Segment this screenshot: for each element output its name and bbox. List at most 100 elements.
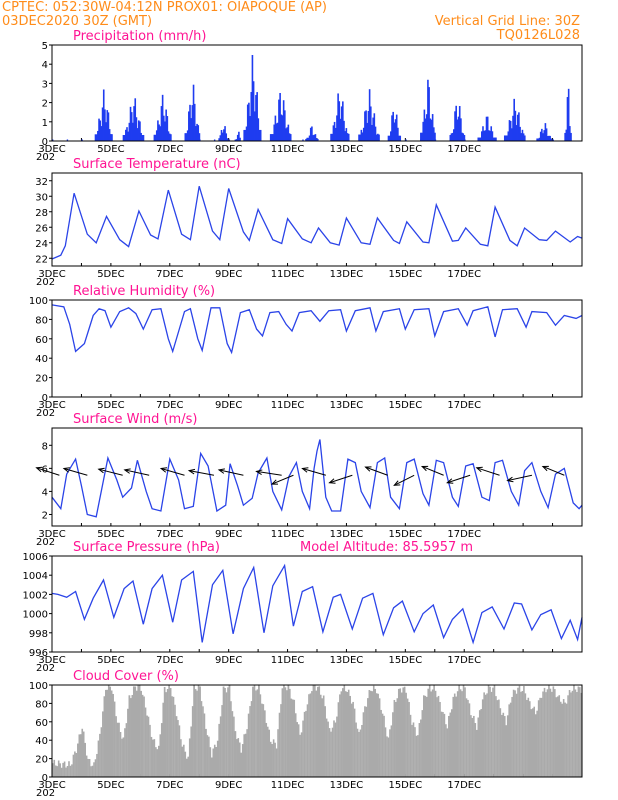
panel-title: Precipitation (mm/h) [73,29,206,44]
precip-bar [538,137,541,141]
precip-bar [111,134,113,141]
cloud-cover-bar [512,689,515,777]
cloud-cover-bar [177,720,179,777]
precip-bar [245,126,248,141]
x-tick-label: 5DEC [97,655,124,666]
x-tick-label: 13DEC [330,655,364,666]
precip-bar [184,139,186,141]
precip-bar [523,135,526,141]
x-year-cut-label: 202 [36,788,55,799]
x-tick-label: 7DEC [156,655,183,666]
cloud-cover-bar [418,723,421,777]
cloud-cover-bar [240,752,243,777]
cloud-cover-bar [324,706,326,777]
precip-bar [218,138,220,141]
precip-bar [308,135,311,141]
cloud-cover-bar [135,690,138,777]
x-tick-label: 15DEC [388,400,422,411]
precip-bar [346,133,349,141]
panel-title: Surface Pressure (hPa) [73,540,220,555]
panel-4 [35,427,583,527]
y-tick-label: 8 [42,441,48,452]
cloud-cover-bar [452,696,455,777]
x-tick-label: 15DEC [388,144,422,155]
cloud-cover-bar [420,719,422,777]
precip-bar [236,134,239,141]
wind-arrow [256,470,282,476]
x-tick-label: 5DEC [97,529,124,540]
precip-bar [375,134,378,141]
cloud-cover-bar [486,693,488,777]
precip-bar [331,133,334,141]
x-year-cut-label: 202 [36,152,55,163]
precip-bar [519,126,521,141]
precip-bar [514,110,517,141]
x-tick-label: 13DEC [330,269,364,280]
cloud-cover-bar [499,708,502,777]
cloud-cover-bar [440,711,443,777]
precip-bar [331,139,334,141]
cloud-cover-bar [59,763,61,777]
y-tick-label: 4 [42,487,48,498]
cloud-cover-bar [266,726,269,777]
cloud-cover-bar [511,696,513,777]
precip-bar [106,110,109,141]
precip-bar [364,111,366,141]
cloud-cover-bar [187,756,190,777]
series-line [51,563,583,645]
precip-bar [454,111,456,141]
precip-bar [506,135,508,141]
cloud-cover-bar [85,755,88,777]
cloud-cover-bar [552,686,555,777]
precip-bar [512,115,514,141]
wind-arrow [507,474,533,482]
cloud-cover-bar [411,724,413,777]
precip-bar [336,115,338,141]
precip-bar [486,116,489,141]
cloud-cover-bar [318,686,321,777]
cloud-cover-bar [353,708,356,777]
precip-bar [305,138,307,141]
wind-arrow [542,465,565,476]
y-tick-label: 60 [35,335,48,346]
cloud-cover-bar [361,725,363,777]
series-line [51,439,583,518]
cloud-cover-bar [387,737,390,777]
cloud-cover-bar [380,709,382,777]
precip-bar [134,98,137,141]
cloud-cover-bar [286,690,288,777]
precip-bar [388,135,391,141]
cloud-cover-bar [517,687,519,777]
x-tick-label: 13DEC [330,780,364,791]
panel-3 [49,299,583,398]
cloud-cover-bar [465,698,468,777]
cloud-cover-bar [565,703,568,777]
precip-bar [219,135,222,141]
precip-bar [165,109,167,141]
cloud-cover-bar [455,696,457,777]
wind-arrow [476,467,500,476]
wind-arrow [98,468,123,476]
cloud-cover-bar [346,691,349,777]
cloud-cover-bar [165,692,167,777]
cloud-cover-bar [395,701,397,777]
precip-bar [566,97,569,141]
cloud-cover-bar [403,686,406,777]
cloud-cover-bar [396,698,399,777]
cloud-cover-bar [481,699,484,777]
cloud-cover-bar [128,695,131,777]
precip-bar [140,139,142,141]
cloud-cover-bar [159,734,162,777]
cloud-cover-bar [84,742,86,777]
precip-bar [127,131,129,141]
wind-arrow [302,468,326,476]
y-tick-label: 100 [29,681,48,692]
cloud-cover-bar [349,695,351,777]
cloud-cover-bar [306,704,309,777]
cloud-cover-bar [236,739,238,777]
cloud-cover-bar [262,704,265,777]
x-tick-label: 17DEC [447,144,481,155]
panel-annotation: Model Altitude: 85.5957 m [300,540,473,555]
cloud-cover-bar [551,691,553,777]
cloud-cover-bar [537,700,540,777]
